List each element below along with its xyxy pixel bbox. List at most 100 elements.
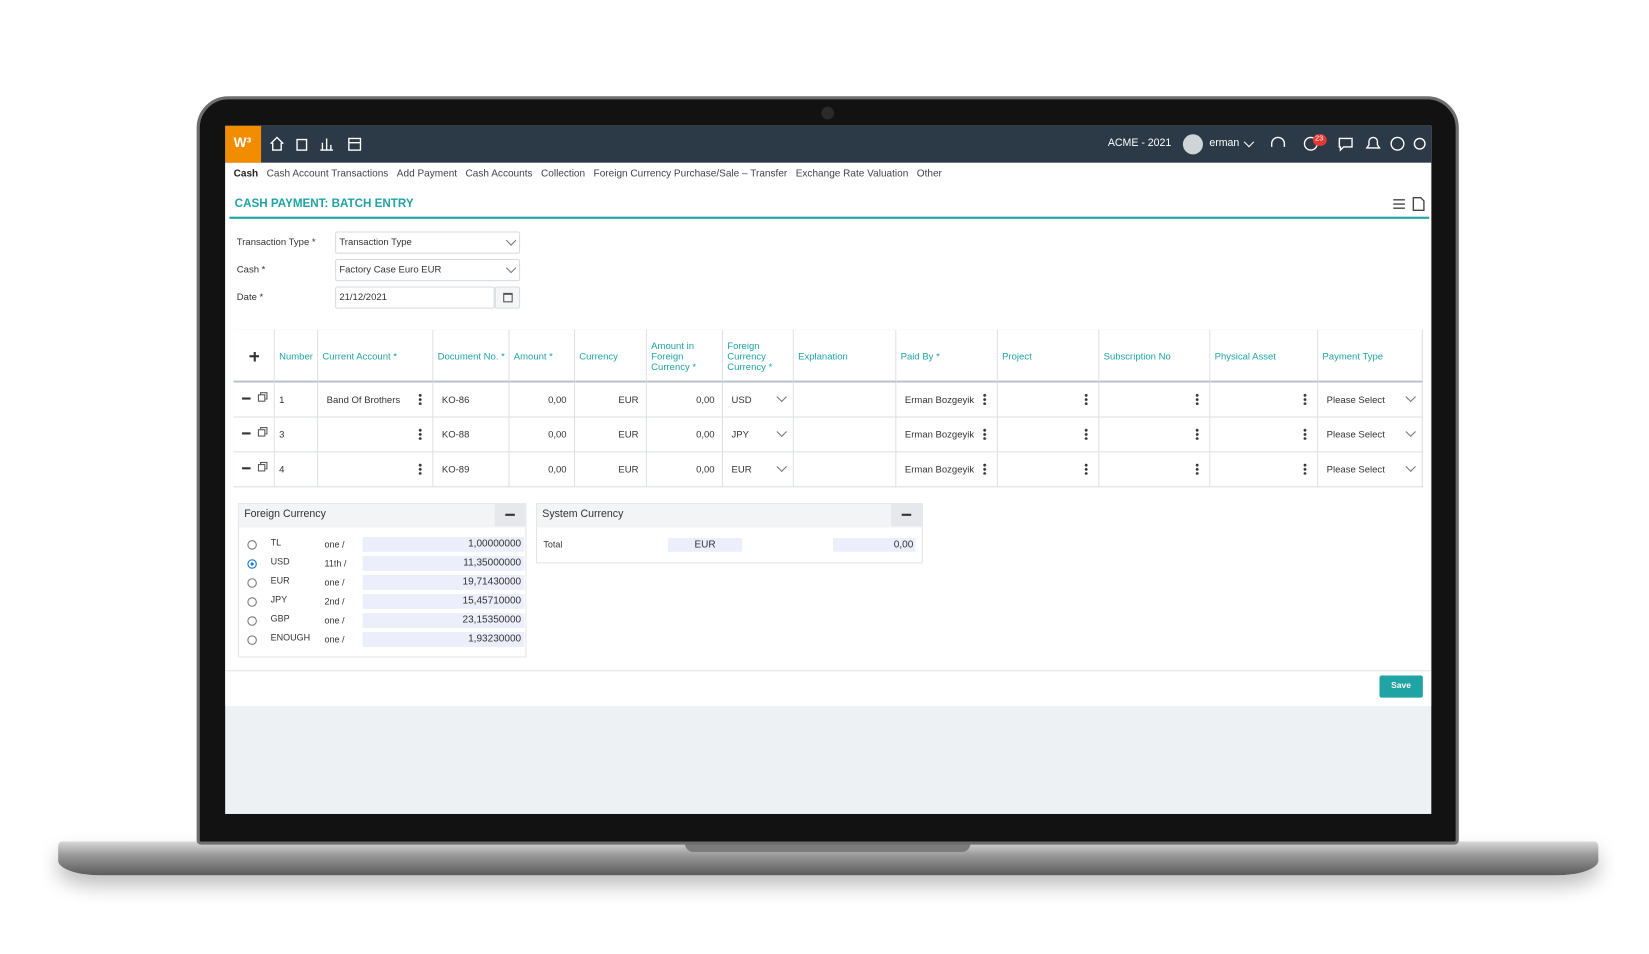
- table-cell: [1099, 417, 1211, 453]
- cell-paid-by: Erman Bozgeyik: [904, 429, 975, 440]
- column-header[interactable]: Amount *: [513, 350, 553, 361]
- table-cell: [433, 417, 510, 453]
- row-menu[interactable]: [983, 428, 987, 440]
- cell-payment-type: Please Select: [1326, 464, 1385, 475]
- breadcrumb-item[interactable]: Add Payment: [396, 168, 458, 180]
- table-cell: [1318, 452, 1423, 488]
- column-header[interactable]: Number: [279, 350, 313, 361]
- cell-payment-type: Please Select: [1326, 429, 1385, 440]
- table-cell: [274, 417, 319, 453]
- collapse-minus: [505, 513, 515, 516]
- copy-row[interactable]: [257, 394, 266, 402]
- table-cell: [274, 382, 319, 418]
- currency-code: USD: [270, 556, 290, 567]
- row-menu[interactable]: [1303, 463, 1307, 475]
- cell-document-no: KO-86: [441, 394, 470, 405]
- breadcrumb-item[interactable]: Foreign Currency Purchase/Sale – Transfe…: [593, 168, 788, 180]
- table-cell: [575, 417, 647, 453]
- remove-row[interactable]: [242, 397, 251, 400]
- currency-radio[interactable]: [247, 616, 257, 626]
- column-header[interactable]: Physical Asset: [1214, 350, 1276, 361]
- row-menu[interactable]: [1195, 393, 1199, 405]
- currency-radio[interactable]: [247, 635, 257, 645]
- column-header[interactable]: Foreign Currency Currency *: [727, 339, 773, 372]
- logo-text: W³: [233, 134, 252, 151]
- column-header[interactable]: Project: [1002, 350, 1032, 361]
- table-cell: [1210, 417, 1319, 453]
- header-cell: [318, 329, 434, 383]
- breadcrumb-item[interactable]: Collection: [541, 168, 586, 180]
- currency-code: EUR: [270, 575, 290, 586]
- nav-icons[interactable]: [270, 135, 365, 153]
- row-menu[interactable]: [983, 463, 987, 475]
- row-menu[interactable]: [418, 463, 422, 475]
- currency-radio[interactable]: [247, 578, 257, 588]
- notification-badge[interactable]: [1312, 134, 1327, 146]
- remove-row[interactable]: [242, 432, 251, 435]
- column-header[interactable]: Document No. *: [437, 350, 505, 361]
- row-menu[interactable]: [1084, 463, 1088, 475]
- total-box: [832, 538, 916, 552]
- row-menu[interactable]: [983, 393, 987, 405]
- breadcrumb-item[interactable]: Cash: [233, 168, 259, 180]
- column-header[interactable]: Payment Type: [1322, 350, 1384, 361]
- save-label[interactable]: Save: [1391, 680, 1411, 691]
- add-row-plus-v[interactable]: [253, 351, 256, 361]
- remove-row[interactable]: [242, 467, 251, 470]
- breadcrumb-item[interactable]: Other: [916, 168, 942, 180]
- column-header[interactable]: Current Account *: [322, 350, 397, 361]
- field-input[interactable]: [335, 258, 521, 282]
- cell-amount: 0,00: [548, 394, 567, 405]
- title-icons[interactable]: [1392, 196, 1426, 212]
- row-menu[interactable]: [418, 393, 422, 405]
- currency-rate: 19,71430000: [462, 576, 522, 588]
- breadcrumb-item[interactable]: Cash Account Transactions: [266, 168, 389, 180]
- batch-table: Number Current Account * Document No. * Amo…: [225, 126, 1431, 814]
- save-button[interactable]: [1379, 675, 1423, 698]
- row-menu[interactable]: [1195, 428, 1199, 440]
- table-cell: [1210, 452, 1319, 488]
- row-menu[interactable]: [1084, 393, 1088, 405]
- panels: Foreign Currency TL one / 1,00000000 USD 11th…: [225, 126, 1431, 814]
- cell-paid-by: Erman Bozgeyik: [904, 394, 975, 405]
- user-name[interactable]: erman: [1209, 137, 1240, 150]
- topbar: [225, 125, 1432, 163]
- rate-box: [362, 537, 525, 552]
- row-menu[interactable]: [418, 428, 422, 440]
- field-input[interactable]: [335, 286, 495, 309]
- column-header[interactable]: Paid By *: [900, 350, 940, 361]
- field-label: Cash *: [236, 264, 266, 275]
- panel-header: [238, 504, 526, 528]
- currency-unit: one /: [324, 539, 345, 550]
- row-menu[interactable]: [1084, 428, 1088, 440]
- field-input[interactable]: [335, 231, 521, 254]
- row-menu[interactable]: [1303, 393, 1307, 405]
- currency-unit: one /: [324, 615, 345, 626]
- company[interactable]: ACME - 2021: [1107, 137, 1172, 150]
- breadcrumb-item[interactable]: Exchange Rate Valuation: [795, 168, 909, 180]
- column-header[interactable]: Subscription No: [1103, 350, 1171, 361]
- row-menu[interactable]: [1303, 428, 1307, 440]
- field-label: Date *: [236, 291, 264, 303]
- header-cell: [1318, 329, 1423, 383]
- copy-row[interactable]: [257, 429, 266, 437]
- currency-code: ENOUGH: [270, 632, 311, 643]
- column-header[interactable]: Explanation: [798, 350, 848, 361]
- camera: [821, 106, 835, 120]
- row-menu[interactable]: [1195, 463, 1199, 475]
- top-icons[interactable]: [1270, 135, 1426, 153]
- currency-radio[interactable]: [247, 540, 257, 550]
- table-cell: [1318, 382, 1423, 418]
- table-cell: [575, 452, 647, 488]
- header-cell: [723, 329, 794, 383]
- currency-unit: one /: [324, 634, 345, 645]
- column-header[interactable]: Amount in Foreign Currency *: [651, 339, 697, 372]
- cell-amount-foreign: 0,00: [696, 394, 715, 405]
- currency-radio[interactable]: [247, 597, 257, 607]
- avatar[interactable]: [1182, 134, 1203, 155]
- copy-row[interactable]: [257, 464, 266, 472]
- column-header[interactable]: Currency: [579, 350, 618, 361]
- calendar-button[interactable]: [494, 286, 521, 309]
- currency-radio[interactable]: [247, 559, 257, 569]
- breadcrumb-item[interactable]: Cash Accounts: [465, 168, 533, 180]
